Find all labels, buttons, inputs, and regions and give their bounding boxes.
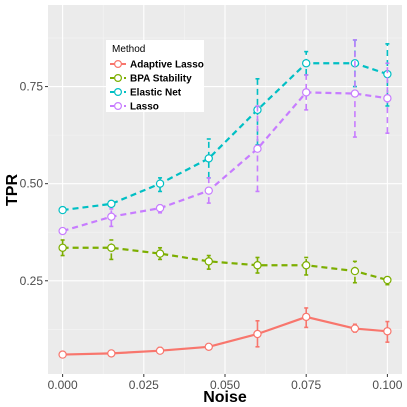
data-point — [253, 329, 262, 339]
legend-key-point — [113, 73, 122, 82]
series-lasso — [58, 39, 392, 236]
legend-label: Adaptive Lasso — [130, 60, 204, 71]
series-bpa-stability — [58, 239, 392, 286]
data-point — [301, 88, 311, 97]
data-point — [155, 249, 165, 258]
legend-label: BPA Stability — [130, 74, 192, 85]
data-point — [107, 349, 116, 358]
series-layer — [58, 39, 392, 359]
legend-key-point — [113, 87, 122, 96]
x-tick-label: 0.100 — [372, 378, 402, 392]
legend-key-point — [113, 101, 122, 110]
x-tick-label: 0.075 — [291, 378, 321, 392]
data-point — [253, 144, 262, 153]
data-point — [301, 59, 311, 68]
data-point — [383, 327, 392, 336]
data-point — [204, 154, 213, 163]
x-tick-label: 0.050 — [210, 378, 240, 392]
data-point — [58, 350, 67, 359]
legend-item: Elastic Net — [110, 88, 182, 99]
y-axis-title: TPR — [4, 174, 21, 206]
data-point — [301, 312, 311, 322]
y-tick-label: 0.25 — [20, 274, 44, 288]
data-point — [350, 324, 360, 333]
data-point — [253, 261, 262, 270]
legend-item: Lasso — [110, 102, 159, 113]
data-point — [107, 212, 116, 221]
axes: 0.000 0.025 0.050 0.075 0.100 0.25 0.50 0.75 — [20, 80, 403, 392]
data-point — [155, 203, 165, 213]
data-point — [204, 257, 213, 266]
data-point — [204, 186, 213, 195]
legend-label: Lasso — [130, 102, 159, 113]
legend-item: Adaptive Lasso — [110, 60, 204, 71]
data-point — [301, 261, 311, 270]
legend-item: BPA Stability — [110, 74, 192, 85]
data-point — [383, 94, 392, 103]
x-axis-title: Noise — [203, 389, 247, 406]
series-adaptive-lasso — [58, 307, 392, 359]
data-point — [58, 243, 67, 252]
x-tick-label: 0.025 — [129, 378, 159, 392]
legend-title: Method — [112, 44, 145, 55]
data-point — [155, 346, 165, 355]
data-point — [383, 275, 392, 285]
data-point — [58, 205, 67, 215]
data-point — [204, 342, 213, 352]
data-point — [155, 179, 165, 188]
data-point — [107, 243, 116, 252]
data-point — [350, 89, 360, 98]
series-line — [62, 315, 388, 356]
legend-key-point — [113, 59, 122, 68]
x-tick-label: 0.000 — [48, 378, 78, 392]
series-line — [62, 62, 388, 212]
y-tick-label: 0.50 — [20, 177, 44, 191]
legend: Method Adaptive Lasso BPA Stability Elasti… — [106, 40, 204, 113]
data-point — [107, 199, 116, 209]
legend-label: Elastic Net — [130, 88, 182, 99]
series-line — [62, 246, 388, 282]
data-point — [58, 226, 67, 236]
y-tick-label: 0.75 — [20, 80, 44, 94]
legend-box — [106, 40, 204, 112]
series-line — [62, 91, 388, 233]
legend-items: Adaptive Lasso BPA Stability Elastic Net La… — [110, 60, 204, 113]
data-point — [350, 266, 360, 276]
